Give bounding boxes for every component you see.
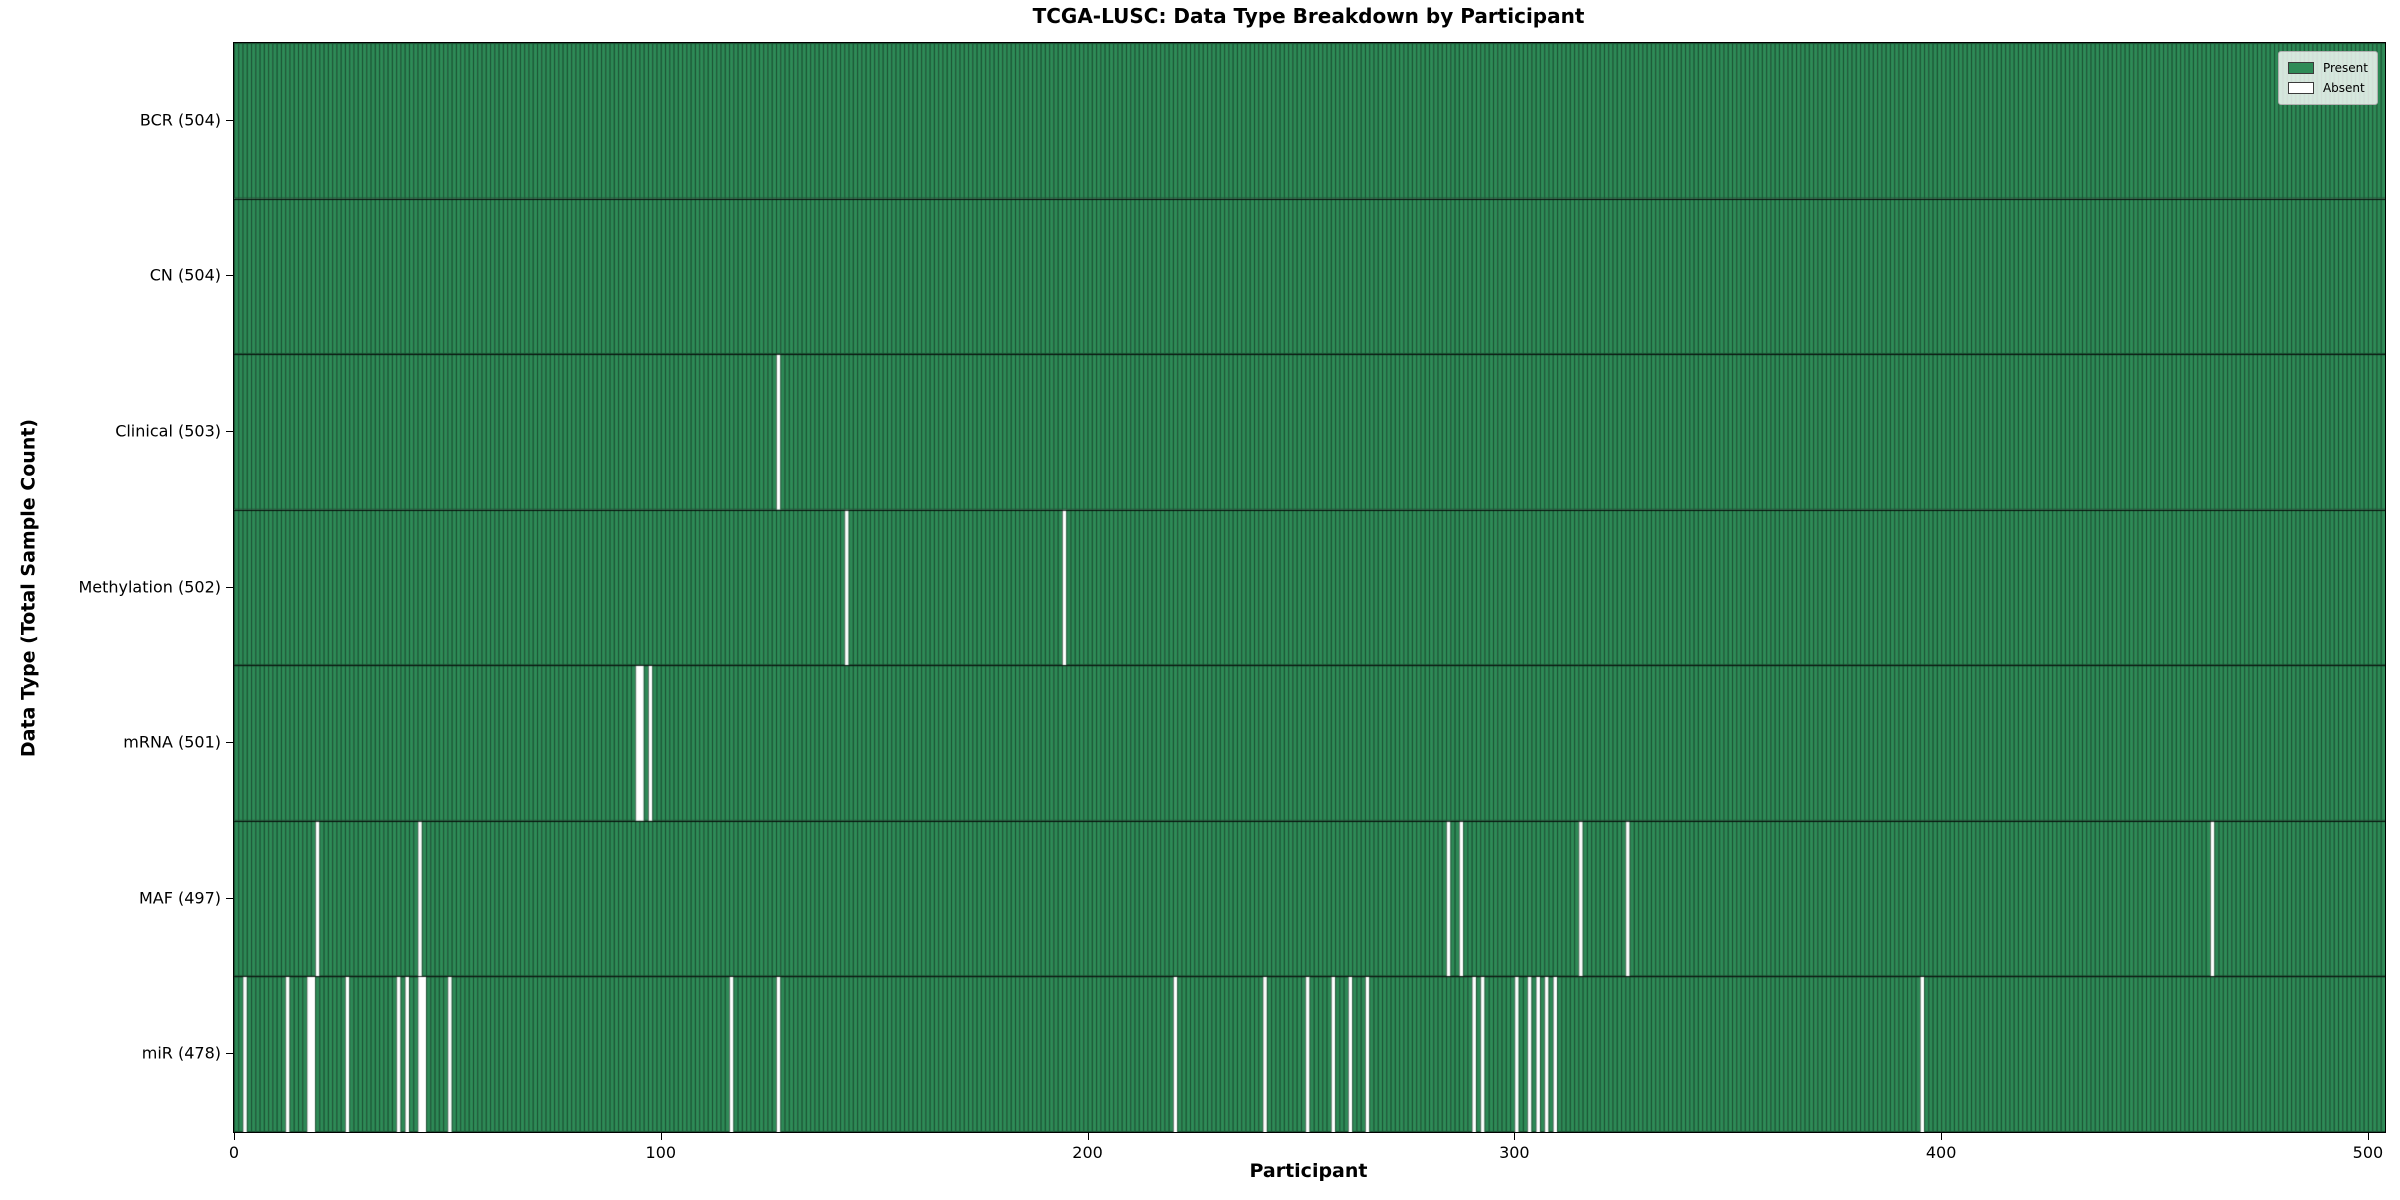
present-swatch [2287, 62, 2314, 74]
ytick-mark [226, 898, 233, 899]
presence-matrix-canvas [234, 43, 2385, 1132]
ytick-label-mir: miR (478) [141, 1043, 221, 1063]
ytick-mark [226, 742, 233, 743]
ytick-label-cn: CN (504) [149, 265, 221, 285]
legend-entry-absent: Absent [2287, 78, 2368, 98]
ytick-label-methylation: Methylation (502) [78, 577, 221, 596]
legend-entry-present: Present [2287, 58, 2368, 78]
ytick-label-mrna: mRNA (501) [123, 732, 221, 752]
legend: Present Absent [2277, 51, 2378, 105]
xtick-mark [661, 1133, 662, 1140]
xtick-label-200: 200 [1072, 1143, 1103, 1162]
xtick-label-300: 300 [1499, 1143, 1530, 1162]
legend-label-present: Present [2322, 61, 2368, 75]
ytick-mark [226, 587, 233, 588]
xtick-label-400: 400 [1925, 1143, 1957, 1162]
xtick-mark [1088, 1133, 1089, 1140]
absent-swatch [2287, 82, 2314, 94]
xtick-label-500: 500 [2352, 1143, 2384, 1162]
chart-title: TCGA-LUSC: Data Type Breakdown by Partic… [1032, 4, 1585, 28]
xtick-mark [234, 1133, 235, 1140]
xtick-label-100: 100 [645, 1143, 677, 1162]
ytick-mark [226, 1053, 233, 1054]
xtick-mark [2368, 1133, 2369, 1140]
xtick-label-0: 0 [228, 1143, 240, 1162]
ytick-label-bcr: BCR (504) [139, 110, 221, 130]
plot-area: Present Absent [233, 42, 2386, 1133]
ytick-mark [226, 275, 233, 276]
xtick-mark [1941, 1133, 1942, 1140]
x-axis-label: Participant [1249, 1160, 1368, 1182]
ytick-mark [226, 431, 233, 432]
legend-label-absent: Absent [2322, 81, 2365, 95]
ytick-label-maf: MAF (497) [138, 888, 221, 908]
xtick-mark [1514, 1133, 1515, 1140]
ytick-label-clinical: Clinical (503) [115, 421, 221, 441]
ytick-mark [226, 120, 233, 121]
